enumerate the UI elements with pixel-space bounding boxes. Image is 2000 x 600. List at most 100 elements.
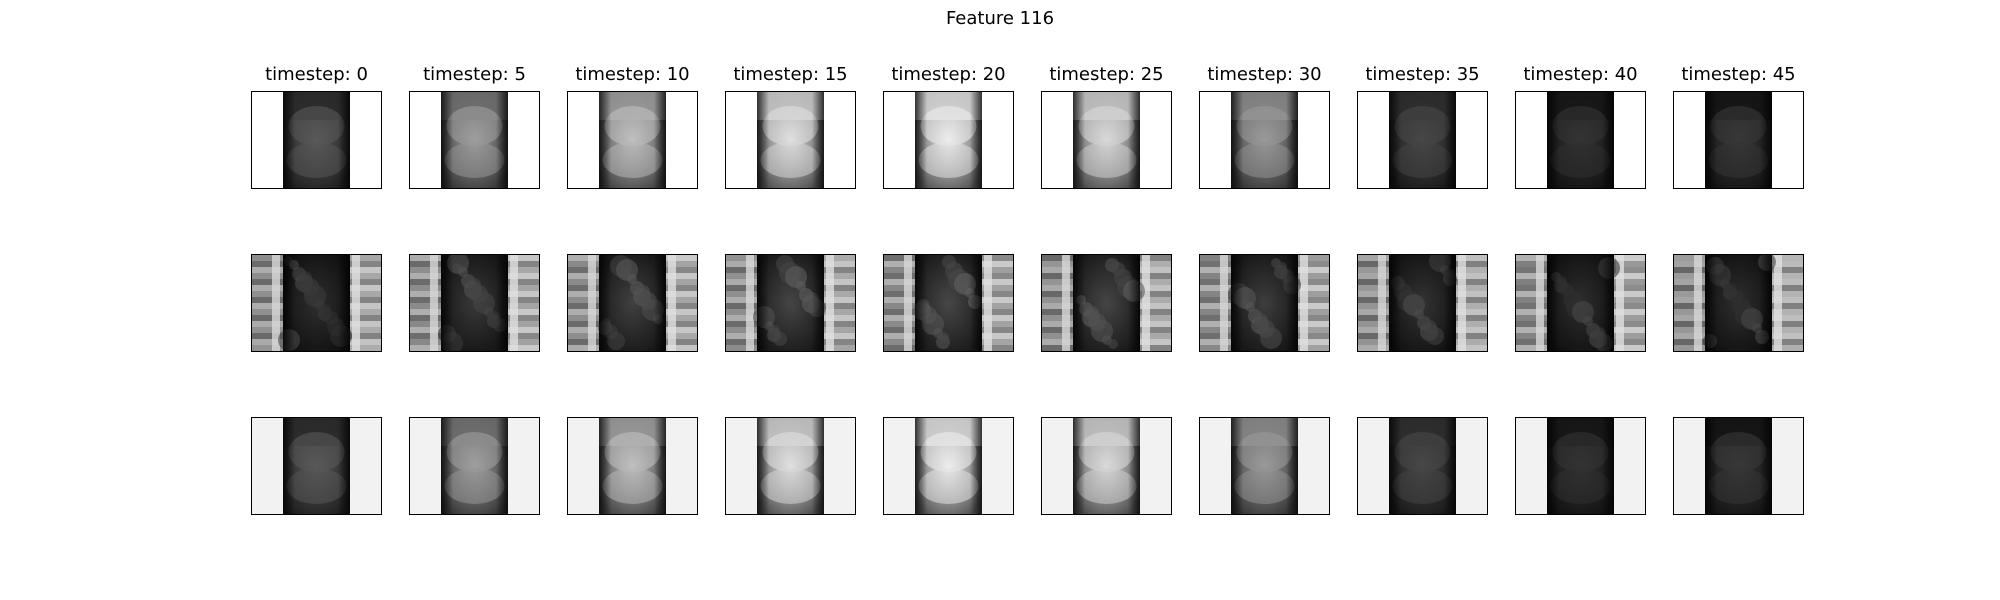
texture-strip <box>982 261 1013 267</box>
texture-strip <box>884 291 915 297</box>
texture-strip <box>252 339 283 345</box>
texture-strip <box>252 297 283 303</box>
texture-strip <box>252 279 283 285</box>
texture-strip <box>252 327 283 333</box>
texture-strip <box>1042 321 1073 327</box>
texture-strip <box>508 273 539 279</box>
texture-strip <box>824 321 855 327</box>
texture-strip <box>824 327 855 333</box>
texture-strip <box>1614 255 1645 261</box>
texture-strip <box>1614 309 1645 315</box>
texture-strip <box>350 309 381 315</box>
heatmap-panel <box>883 91 1014 189</box>
edge-shade <box>757 92 824 188</box>
heatmap-panel <box>1515 417 1646 515</box>
heatmap-panel <box>251 254 382 352</box>
texture-strip <box>350 315 381 321</box>
texture-strip <box>1358 291 1389 297</box>
heatmap-panel <box>1041 91 1172 189</box>
edge-shade <box>283 418 350 514</box>
texture-strip <box>1772 273 1803 279</box>
texture-strip <box>350 267 381 273</box>
texture-strip <box>884 255 915 261</box>
texture-strip <box>410 333 441 339</box>
texture-strip <box>410 303 441 309</box>
texture-strip <box>1358 321 1389 327</box>
texture-strip <box>1358 309 1389 315</box>
texture-strip <box>508 297 539 303</box>
texture-strip <box>1456 261 1487 267</box>
texture-strip <box>824 291 855 297</box>
texture-strip <box>726 285 757 291</box>
texture-strip <box>884 327 915 333</box>
texture-strip <box>982 255 1013 261</box>
texture-strip <box>1298 321 1329 327</box>
texture-strip <box>1042 339 1073 345</box>
texture-strip <box>884 297 915 303</box>
texture-strip <box>410 267 441 273</box>
texture-strip <box>884 279 915 285</box>
texture-strip <box>508 267 539 273</box>
texture-strip <box>1358 333 1389 339</box>
texture-strip <box>726 339 757 345</box>
texture-strip <box>1140 345 1171 351</box>
edge-shade <box>599 418 666 514</box>
texture-strip <box>726 297 757 303</box>
edge-shade <box>441 255 508 351</box>
edge-shade <box>1073 418 1140 514</box>
texture-strip <box>1298 291 1329 297</box>
edge-shade <box>1389 418 1456 514</box>
texture-strip <box>568 267 599 273</box>
texture-strip <box>666 261 697 267</box>
texture-strip <box>1456 291 1487 297</box>
texture-strip <box>982 333 1013 339</box>
texture-strip <box>982 339 1013 345</box>
texture-strip <box>568 279 599 285</box>
texture-strip <box>508 285 539 291</box>
edge-shade <box>599 255 666 351</box>
texture-strip <box>726 279 757 285</box>
texture-strip <box>1358 315 1389 321</box>
texture-strip <box>982 297 1013 303</box>
heatmap-panel <box>1673 254 1804 352</box>
texture-strip <box>1140 333 1171 339</box>
texture-strip <box>666 345 697 351</box>
texture-strip <box>1042 303 1073 309</box>
texture-strip <box>666 333 697 339</box>
texture-strip <box>1298 339 1329 345</box>
texture-strip <box>508 303 539 309</box>
texture-strip <box>666 267 697 273</box>
texture-strip <box>252 309 283 315</box>
texture-strip <box>1200 327 1231 333</box>
texture-strip <box>1772 297 1803 303</box>
texture-strip <box>1042 261 1073 267</box>
heatmap-panel <box>251 91 382 189</box>
bright-edge <box>430 255 438 351</box>
texture-strip <box>884 309 915 315</box>
texture-strip <box>508 291 539 297</box>
texture-strip <box>1298 333 1329 339</box>
texture-strip <box>1298 327 1329 333</box>
texture-strip <box>824 273 855 279</box>
texture-strip <box>982 267 1013 273</box>
texture-strip <box>982 327 1013 333</box>
texture-strip <box>1674 327 1705 333</box>
texture-strip <box>666 285 697 291</box>
column-title: timestep: 35 <box>1365 64 1480 85</box>
texture-strip <box>410 261 441 267</box>
heatmap-panel <box>409 254 540 352</box>
texture-strip <box>1456 315 1487 321</box>
texture-strip <box>1358 267 1389 273</box>
heatmap-panel <box>883 417 1014 515</box>
texture-strip <box>726 303 757 309</box>
texture-strip <box>1614 315 1645 321</box>
texture-strip <box>666 279 697 285</box>
edge-shade <box>1705 255 1772 351</box>
texture-strip <box>1772 345 1803 351</box>
texture-strip <box>1674 279 1705 285</box>
texture-strip <box>982 315 1013 321</box>
texture-strip <box>1772 267 1803 273</box>
texture-strip <box>508 255 539 261</box>
texture-strip <box>1358 345 1389 351</box>
edge-shade <box>1547 92 1614 188</box>
